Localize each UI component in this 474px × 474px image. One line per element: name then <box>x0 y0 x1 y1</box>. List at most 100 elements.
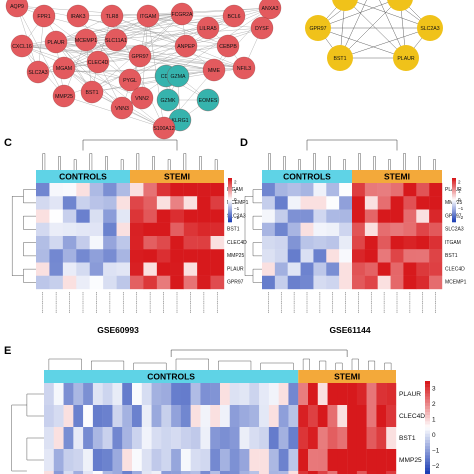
heatmap-cell <box>377 262 391 276</box>
heatmap-cell <box>274 209 288 223</box>
dendrogram-branch <box>133 362 167 370</box>
colorbar-segment <box>452 183 456 186</box>
heatmap-cell <box>364 236 378 250</box>
heatmap-cell <box>76 222 90 237</box>
colorbar-tick-label: 2 <box>458 180 461 185</box>
dendrogram-branch <box>105 156 108 170</box>
heatmap-cell <box>63 383 74 406</box>
heatmap-cell <box>339 209 353 223</box>
heatmap-cell <box>103 249 117 263</box>
heatmap-cell <box>262 262 276 276</box>
heatmap-cell <box>183 236 198 250</box>
dendrogram-branch <box>335 362 343 370</box>
heatmap-cell <box>112 383 123 406</box>
heatmap-cell <box>156 209 171 223</box>
gene-node-label: EOMES <box>199 98 218 104</box>
heatmap-cell <box>317 405 328 428</box>
colorbar-segment <box>228 191 232 193</box>
gene-node <box>156 88 180 112</box>
heatmap-d: CONTROLSSTEMIPLAURMMP25GPR97SLC2A3ITGAMB… <box>244 139 467 313</box>
heatmap-cell <box>62 196 77 210</box>
gene-label: GPR97 <box>227 280 244 286</box>
heatmap-cell <box>278 383 289 406</box>
heatmap-cell <box>49 196 64 210</box>
colorbar-tick-label: −1 <box>234 206 240 211</box>
heatmap-cell <box>161 427 172 450</box>
heatmap-cell <box>44 449 54 472</box>
heatmap-cell <box>197 209 211 223</box>
heatmap-cell <box>390 249 404 263</box>
heatmap-cell <box>262 183 276 197</box>
colorbar-segment <box>228 197 232 199</box>
heatmap-cell <box>300 275 314 290</box>
colorbar-segment <box>228 189 232 192</box>
heatmap-cell <box>130 236 144 250</box>
heatmap-cell <box>156 262 171 276</box>
gene-node <box>393 45 419 71</box>
colorbar-segment <box>228 178 232 180</box>
gene-node <box>222 4 246 28</box>
gene-node <box>32 4 56 28</box>
heatmap-cell <box>390 262 404 276</box>
network-edge <box>339 27 431 59</box>
sample-ticks <box>42 292 218 313</box>
heatmap-cell <box>73 427 84 450</box>
colorbar-tick-label: 1 <box>432 416 436 423</box>
heatmap-cell <box>268 471 279 474</box>
heatmap-cell <box>356 405 367 428</box>
heatmap-cell <box>36 222 50 237</box>
colorbar-segment <box>452 186 456 189</box>
heatmap-cell <box>130 209 144 223</box>
network-edge <box>349 0 431 29</box>
dendrogram-branch <box>351 358 359 370</box>
heatmap-cell <box>83 427 94 450</box>
dataset-label-c: GSE60993 <box>97 325 139 335</box>
heatmap-cell <box>249 449 260 472</box>
heatmap-cell <box>171 427 182 450</box>
heatmap-cell <box>326 275 340 290</box>
heatmap-cell <box>73 449 84 472</box>
gene-node-label: GZMA <box>171 74 187 80</box>
gene-node <box>202 58 226 82</box>
heatmap-cell <box>36 196 50 210</box>
gene-node-label: PYGL <box>123 78 137 84</box>
colorbar-segment <box>425 443 430 447</box>
heatmap-cell <box>116 183 131 197</box>
heatmap-cell <box>197 222 211 237</box>
heatmap-cell <box>143 209 158 223</box>
heatmap-cell <box>210 471 221 474</box>
colorbar-segment <box>228 198 232 201</box>
heatmap-cell <box>416 183 430 197</box>
heatmap-cell <box>89 209 104 223</box>
heatmap-cell <box>364 222 378 237</box>
heatmap-cell <box>210 196 225 210</box>
group-label-stemi: STEMI <box>384 171 410 181</box>
heatmap-cell <box>92 405 103 428</box>
heatmap-cells <box>36 183 225 290</box>
heatmap-cell <box>116 249 131 263</box>
heatmap-cell <box>300 196 314 210</box>
dendrogram-branch <box>26 437 44 461</box>
heatmap-cell <box>403 262 417 276</box>
dendrogram-branch <box>328 156 331 170</box>
heatmap-cell <box>386 449 397 472</box>
heatmap-cell <box>180 471 191 474</box>
gene-node <box>110 96 134 120</box>
gene-node-label: S100A12 <box>153 126 174 132</box>
dendrogram-branch <box>302 358 310 370</box>
colorbar-segment <box>452 185 456 188</box>
heatmap-cell <box>63 471 74 474</box>
heatmap-cell <box>156 196 171 210</box>
heatmap-cell <box>200 449 211 472</box>
colorbar-segment <box>425 393 430 397</box>
heatmap-cell <box>141 405 152 428</box>
heatmap-cell <box>326 196 340 210</box>
panel-letter-c: C <box>4 137 12 149</box>
heatmap-cell <box>132 405 142 428</box>
gene-node <box>80 80 104 104</box>
heatmap-cell <box>62 249 77 263</box>
gene-node-label: NFIL3 <box>237 66 251 72</box>
heatmap-cell <box>62 236 77 250</box>
gene-label: MMP25 <box>227 253 244 259</box>
heatmap-cell <box>132 471 142 474</box>
